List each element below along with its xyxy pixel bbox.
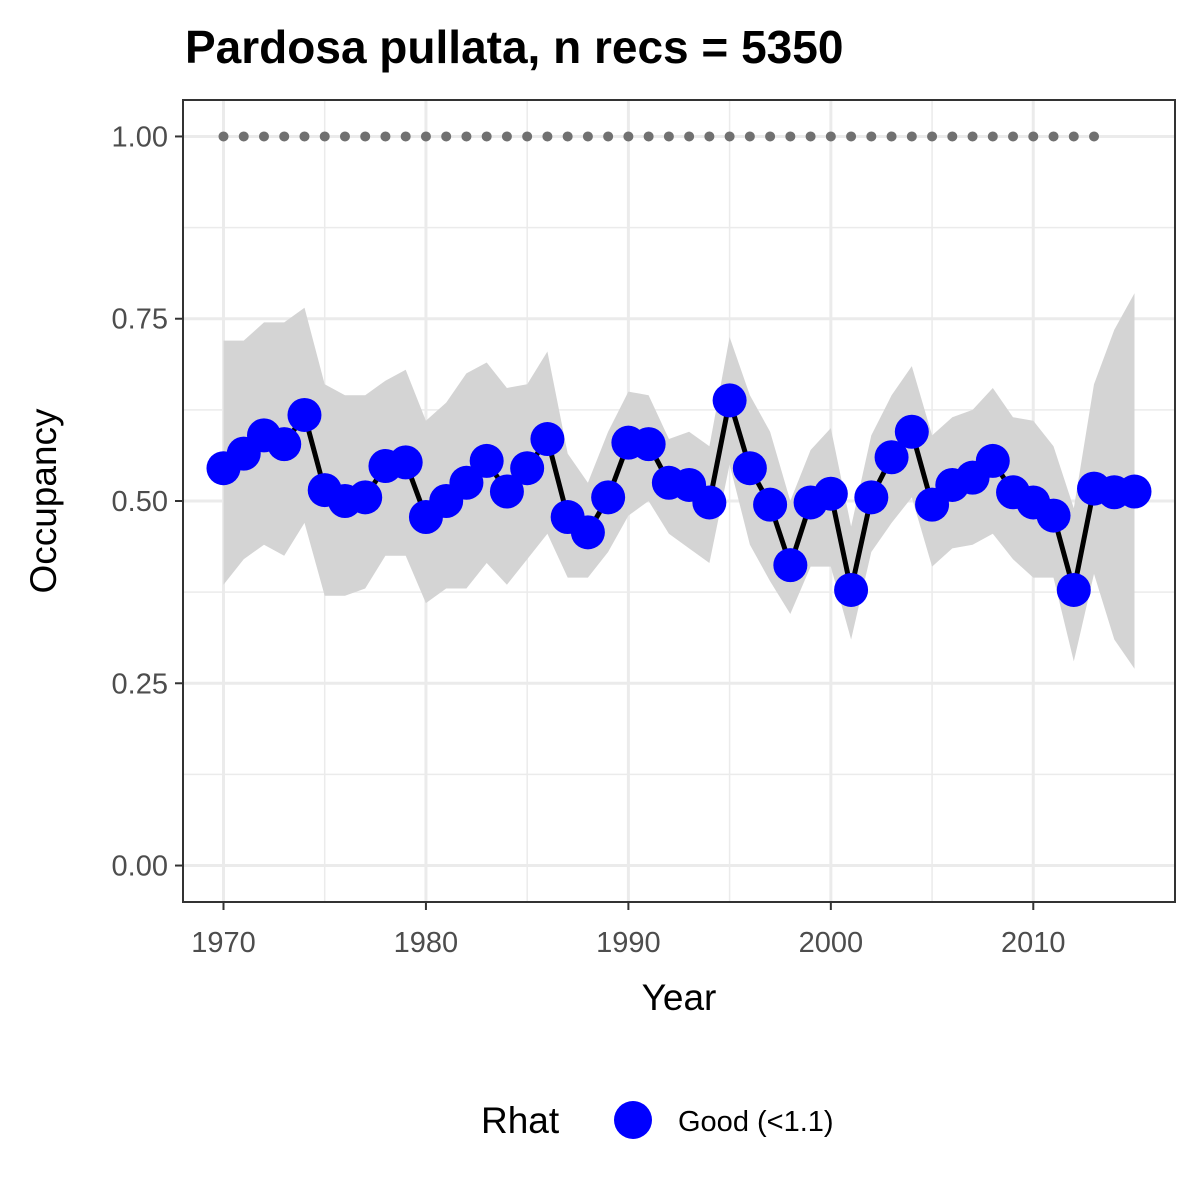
- data-point: [570, 515, 605, 550]
- reference-dot: [481, 131, 492, 142]
- reference-dot: [1028, 131, 1039, 142]
- reference-dot: [987, 131, 998, 142]
- reference-dot: [765, 131, 776, 142]
- legend: Rhat Good (<1.1): [481, 1100, 834, 1141]
- data-point: [1036, 498, 1071, 533]
- data-point: [712, 383, 747, 418]
- y-tick-label: 0.75: [112, 304, 168, 336]
- reference-dot: [542, 131, 553, 142]
- legend-key-point: [614, 1101, 652, 1139]
- y-tick-label: 0.25: [112, 668, 168, 700]
- data-point: [874, 440, 909, 475]
- reference-dot: [400, 131, 411, 142]
- data-point: [631, 427, 666, 462]
- data-point: [773, 548, 808, 583]
- y-tick-label: 0.00: [112, 851, 168, 883]
- reference-dot: [805, 131, 816, 142]
- reference-dot: [501, 131, 512, 142]
- reference-dot: [1089, 131, 1100, 142]
- x-tick-label: 2000: [799, 927, 864, 959]
- reference-dot: [461, 131, 472, 142]
- x-axis-title: Year: [642, 977, 717, 1018]
- reference-dot: [1048, 131, 1059, 142]
- data-point: [388, 445, 423, 480]
- x-tick-label: 2010: [1001, 927, 1066, 959]
- reference-dot: [339, 131, 350, 142]
- data-point: [489, 474, 524, 509]
- data-point: [894, 414, 929, 449]
- reference-dot: [886, 131, 897, 142]
- legend-title: Rhat: [481, 1100, 560, 1141]
- reference-dot: [906, 131, 917, 142]
- reference-dot: [643, 131, 654, 142]
- reference-dot: [1068, 131, 1079, 142]
- reference-dot: [522, 131, 533, 142]
- reference-dot: [947, 131, 958, 142]
- data-point: [834, 572, 869, 607]
- reference-dot: [623, 131, 634, 142]
- data-point: [1117, 474, 1152, 509]
- data-point: [753, 487, 788, 522]
- reference-dot: [724, 131, 735, 142]
- data-point: [449, 465, 484, 500]
- y-tick-label: 1.00: [112, 121, 168, 153]
- x-tick-label: 1970: [191, 927, 256, 959]
- data-point: [732, 451, 767, 486]
- y-axis: 0.00 0.25 0.50 0.75 1.00: [112, 121, 183, 883]
- data-point: [267, 427, 302, 462]
- data-point: [510, 451, 545, 486]
- data-point: [854, 480, 889, 515]
- reference-dot: [299, 131, 310, 142]
- reference-dotted-line: [218, 131, 1100, 142]
- reference-dot: [420, 131, 431, 142]
- reference-dot: [866, 131, 877, 142]
- data-point: [1056, 572, 1091, 607]
- reference-dot: [238, 131, 249, 142]
- reference-dot: [441, 131, 452, 142]
- data-point: [530, 422, 565, 457]
- reference-dot: [258, 131, 269, 142]
- data-point: [975, 443, 1010, 478]
- reference-dot: [967, 131, 978, 142]
- data-point: [813, 476, 848, 511]
- x-tick-label: 1990: [596, 927, 661, 959]
- data-point: [692, 485, 727, 520]
- reference-dot: [684, 131, 695, 142]
- reference-dot: [603, 131, 614, 142]
- data-point: [591, 480, 626, 515]
- legend-label-good: Good (<1.1): [678, 1106, 834, 1138]
- reference-dot: [360, 131, 371, 142]
- reference-dot: [319, 131, 330, 142]
- data-point: [287, 397, 322, 432]
- chart-title: Pardosa pullata, n recs = 5350: [185, 21, 843, 73]
- reference-dot: [785, 131, 796, 142]
- x-axis: 1970 1980 1990 2000 2010: [191, 902, 1066, 959]
- reference-dot: [562, 131, 573, 142]
- data-point: [469, 443, 504, 478]
- reference-dot: [744, 131, 755, 142]
- reference-dot: [825, 131, 836, 142]
- reference-dot: [1008, 131, 1019, 142]
- y-tick-label: 0.50: [112, 486, 168, 518]
- reference-dot: [218, 131, 229, 142]
- y-axis-title: Occupancy: [23, 408, 64, 594]
- occupancy-points: [206, 383, 1152, 607]
- plot-panel: [182, 99, 1176, 903]
- reference-dot: [704, 131, 715, 142]
- reference-dot: [663, 131, 674, 142]
- reference-dot: [380, 131, 391, 142]
- reference-dot: [582, 131, 593, 142]
- reference-dot: [279, 131, 290, 142]
- data-point: [348, 480, 383, 515]
- reference-dot: [927, 131, 938, 142]
- x-tick-label: 1980: [394, 927, 459, 959]
- reference-dot: [846, 131, 857, 142]
